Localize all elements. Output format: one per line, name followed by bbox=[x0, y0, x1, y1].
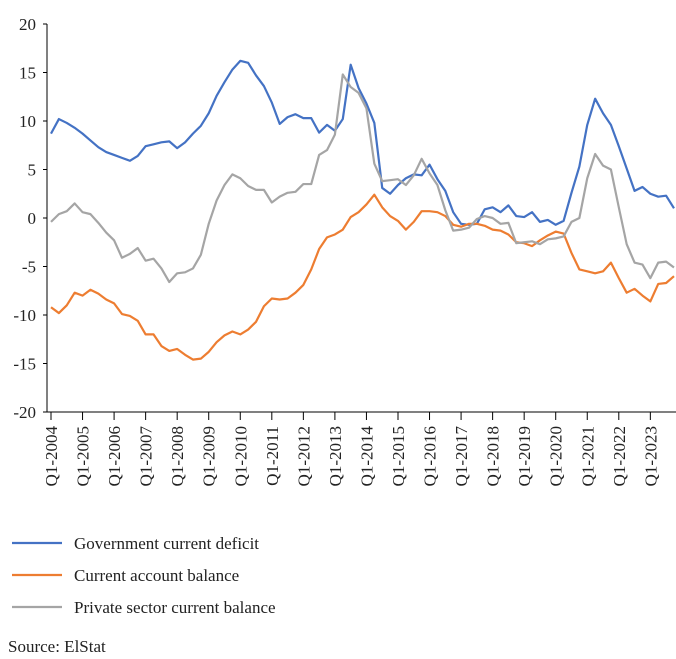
legend-label: Current account balance bbox=[74, 566, 239, 585]
x-tick-label: Q1-2009 bbox=[200, 426, 219, 486]
series-line bbox=[50, 73, 675, 284]
x-tick-label: Q1-2015 bbox=[389, 426, 408, 486]
y-tick-label: 15 bbox=[19, 64, 36, 83]
y-tick-label: -20 bbox=[13, 403, 36, 422]
y-tick-label: 0 bbox=[28, 209, 37, 228]
x-tick-label: Q1-2016 bbox=[421, 426, 440, 486]
x-tick-label: Q1-2005 bbox=[74, 426, 93, 486]
x-tick-label: Q1-2017 bbox=[452, 426, 471, 487]
x-tick-label: Q1-2014 bbox=[357, 426, 376, 487]
legend-label: Government current deficit bbox=[74, 534, 259, 553]
y-tick-label: -15 bbox=[13, 355, 36, 374]
series-line bbox=[50, 59, 675, 226]
series-line bbox=[50, 193, 675, 361]
y-tick-label: -5 bbox=[22, 258, 36, 277]
x-tick-label: Q1-2012 bbox=[294, 426, 313, 486]
x-tick-label: Q1-2018 bbox=[484, 426, 503, 486]
x-tick-label: Q1-2010 bbox=[231, 426, 250, 486]
x-tick-label: Q1-2023 bbox=[641, 426, 660, 486]
y-tick-label: 5 bbox=[28, 161, 37, 180]
x-tick-label: Q1-2008 bbox=[168, 426, 187, 486]
x-tick-label: Q1-2020 bbox=[547, 426, 566, 486]
legend-label: Private sector current balance bbox=[74, 598, 276, 617]
x-tick-label: Q1-2021 bbox=[578, 426, 597, 486]
y-tick-label: 20 bbox=[19, 15, 36, 34]
x-tick-label: Q1-2011 bbox=[263, 426, 282, 486]
y-tick-label: 10 bbox=[19, 112, 36, 131]
x-tick-label: Q1-2019 bbox=[515, 426, 534, 486]
x-tick-label: Q1-2006 bbox=[105, 426, 124, 486]
source-note: Source: ElStat bbox=[8, 637, 106, 654]
x-tick-label: Q1-2004 bbox=[42, 426, 61, 487]
x-tick-label: Q1-2022 bbox=[610, 426, 629, 486]
y-tick-label: -10 bbox=[13, 306, 36, 325]
x-tick-label: Q1-2013 bbox=[326, 426, 345, 486]
x-tick-label: Q1-2007 bbox=[137, 426, 156, 487]
